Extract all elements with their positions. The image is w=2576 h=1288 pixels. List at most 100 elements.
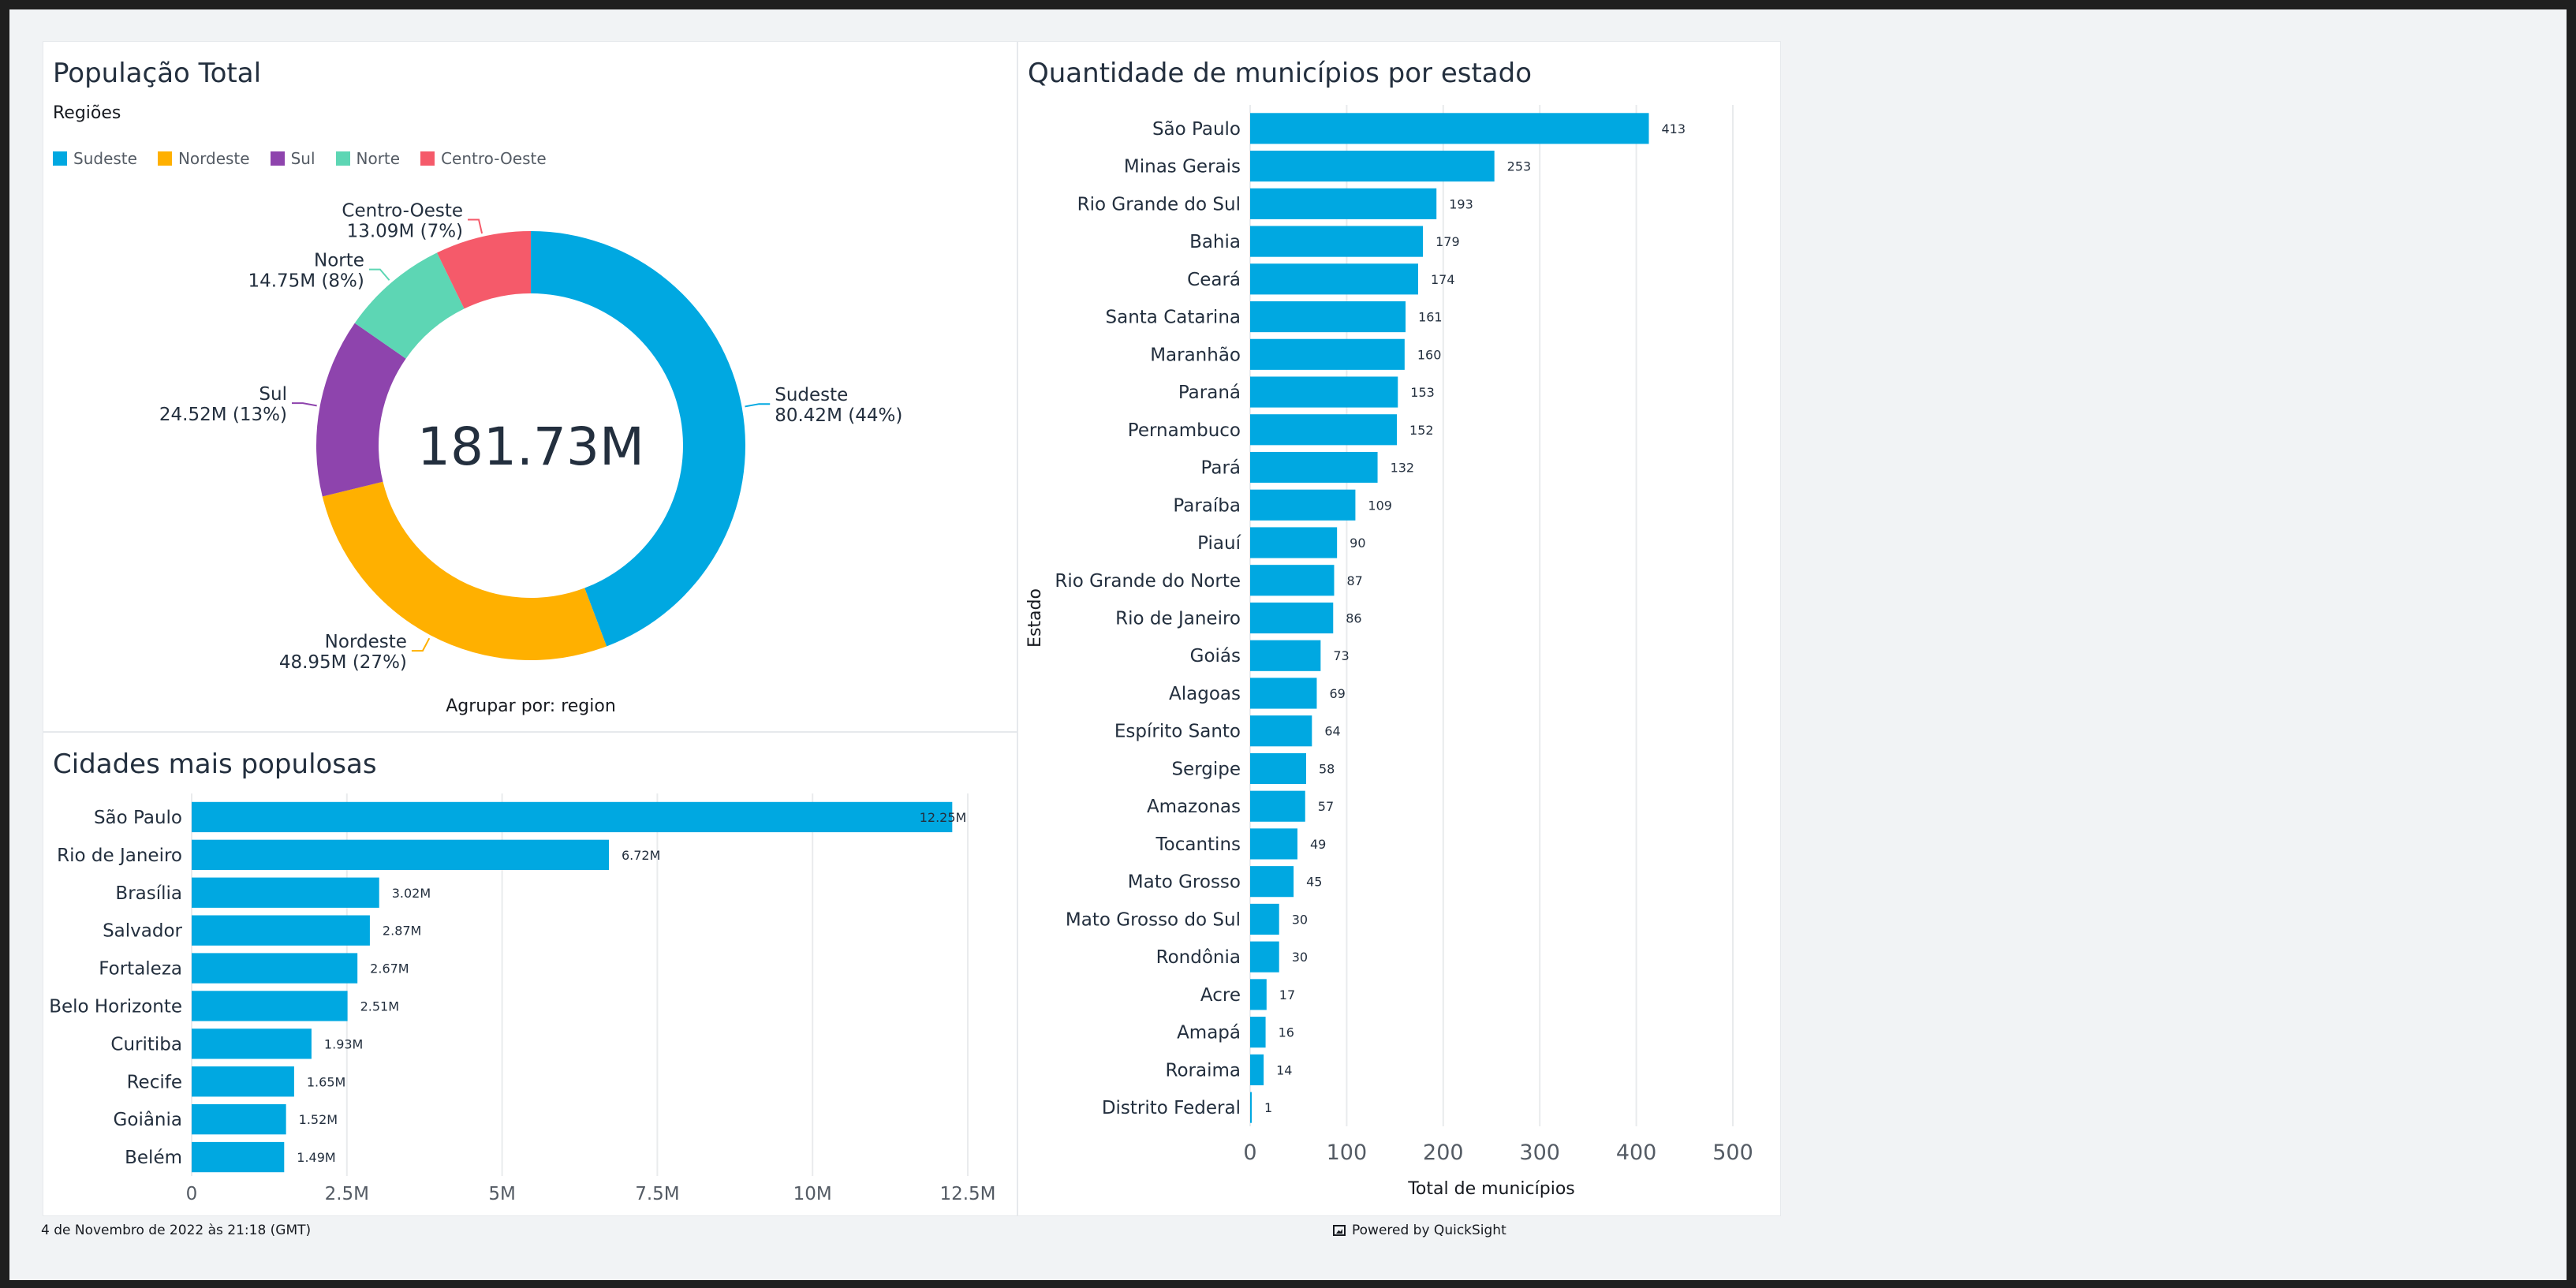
legend-item-centro-oeste[interactable]: Centro-Oeste	[420, 149, 547, 168]
bar-paraiba[interactable]	[1250, 489, 1356, 521]
value-label: 69	[1329, 686, 1345, 701]
donut-legend: Sudeste Nordeste Sul Norte Centro-Oeste	[53, 149, 547, 168]
category-label: Brasília	[115, 883, 182, 904]
category-label: Santa Catarina	[1106, 308, 1241, 328]
legend-title: Regiões	[53, 103, 121, 123]
value-label: 49	[1310, 837, 1326, 852]
donut-slice-value: 14.75M (8%)	[248, 271, 364, 292]
value-label: 30	[1292, 950, 1308, 965]
bar-amazonas[interactable]	[1250, 790, 1305, 822]
value-label: 152	[1409, 423, 1434, 438]
category-label: São Paulo	[1152, 119, 1241, 140]
donut-slice-norte[interactable]	[354, 252, 465, 359]
bar-tocantins[interactable]	[1250, 828, 1297, 860]
value-label: 2.51M	[360, 999, 399, 1014]
value-label: 179	[1435, 234, 1460, 249]
bar-distrito-federal[interactable]	[1250, 1092, 1252, 1123]
bar-piaui[interactable]	[1250, 527, 1338, 558]
bar-salvador[interactable]	[192, 915, 370, 946]
bar-santa-catarina[interactable]	[1250, 301, 1406, 333]
bar-goiania[interactable]	[192, 1103, 286, 1135]
bar-maranhao[interactable]	[1250, 338, 1405, 370]
value-label: 2.67M	[370, 961, 409, 976]
donut-slice-value: 24.52M (13%)	[159, 405, 287, 425]
value-label: 153	[1410, 385, 1435, 400]
donut-slice-sul[interactable]	[316, 323, 406, 497]
x-tick-label: 10M	[793, 1184, 832, 1204]
category-label: Rio Grande do Sul	[1077, 194, 1241, 215]
category-label: Belém	[125, 1148, 182, 1168]
x-tick-label: 400	[1616, 1141, 1657, 1165]
category-label: Distrito Federal	[1102, 1098, 1241, 1118]
donut-leader-line	[745, 403, 771, 408]
bar-rio-de-janeiro[interactable]	[192, 839, 609, 871]
powered-by[interactable]: Powered by QuickSight	[1333, 1223, 1506, 1238]
donut-slice-centro-oeste[interactable]	[437, 231, 531, 309]
category-label: Fortaleza	[99, 959, 182, 980]
donut-slice-sudeste[interactable]	[531, 231, 745, 647]
bar-acre[interactable]	[1250, 979, 1267, 1010]
bar-amapa[interactable]	[1250, 1017, 1266, 1048]
municipios-title: Quantidade de municípios por estado	[1028, 58, 1533, 89]
value-label: 1.93M	[324, 1036, 363, 1051]
value-label: 174	[1431, 272, 1455, 287]
value-label: 1.49M	[297, 1150, 335, 1165]
legend-item-norte[interactable]: Norte	[335, 149, 400, 168]
bar-espirito-santo[interactable]	[1250, 715, 1312, 747]
bar-mato-grosso[interactable]	[1250, 866, 1294, 898]
donut-slice-nordeste[interactable]	[322, 481, 607, 660]
bar-rio-grande-do-sul[interactable]	[1250, 188, 1437, 219]
bar-alagoas[interactable]	[1250, 678, 1317, 709]
bar-recife[interactable]	[192, 1066, 294, 1097]
value-label: 87	[1346, 573, 1362, 588]
bar-mato-grosso-do-sul[interactable]	[1250, 903, 1279, 935]
bar-sergipe[interactable]	[1250, 752, 1306, 785]
bar-belem[interactable]	[192, 1141, 285, 1173]
legend-swatch	[420, 151, 435, 166]
bar-sao-paulo[interactable]	[1250, 113, 1649, 144]
bar-ceara[interactable]	[1250, 263, 1418, 295]
donut-slice-value: 48.95M (27%)	[279, 652, 407, 673]
legend-item-nordeste[interactable]: Nordeste	[157, 149, 250, 168]
legend-item-sul[interactable]: Sul	[270, 149, 315, 168]
population-donut-panel[interactable]: População Total Regiões Sudeste Nordeste S…	[43, 41, 1017, 732]
bar-goias[interactable]	[1250, 640, 1321, 671]
x-tick-label: 100	[1327, 1141, 1368, 1165]
bar-pernambuco[interactable]	[1250, 414, 1398, 446]
bar-rondonia[interactable]	[1250, 941, 1279, 973]
category-label: Rondônia	[1156, 947, 1241, 968]
bar-rio-de-janeiro[interactable]	[1250, 602, 1334, 634]
category-label: Rio de Janeiro	[57, 846, 182, 866]
cities-bar-panel[interactable]: Cidades mais populosas 0 2.5M 5M 7.5M 10M 12.…	[43, 732, 1017, 1216]
donut-slice-label: Nordeste	[325, 632, 407, 652]
value-label: 3.02M	[392, 886, 431, 901]
donut-title: População Total	[53, 58, 262, 89]
x-tick-label: 5M	[488, 1184, 515, 1204]
bar-fortaleza[interactable]	[192, 953, 358, 984]
legend-swatch	[53, 151, 67, 166]
bar-rio-grande-do-norte[interactable]	[1250, 565, 1335, 596]
bar-para[interactable]	[1250, 451, 1378, 483]
legend-label: Centro-Oeste	[441, 149, 547, 168]
bar-brasilia[interactable]	[192, 877, 379, 908]
bar-parana[interactable]	[1250, 376, 1398, 408]
bar-bahia[interactable]	[1250, 226, 1424, 257]
municipios-bar-panel[interactable]: Quantidade de municípios por estado 0 100…	[1017, 41, 1781, 1216]
category-label: Piauí	[1197, 533, 1241, 554]
bar-curitiba[interactable]	[192, 1029, 312, 1059]
bar-roraima[interactable]	[1250, 1054, 1264, 1085]
value-label: 86	[1346, 611, 1361, 626]
legend-item-sudeste[interactable]: Sudeste	[53, 149, 137, 168]
bar-belo-horizonte[interactable]	[192, 991, 348, 1021]
value-label: 30	[1292, 912, 1308, 927]
x-tick-label: 0	[186, 1184, 198, 1204]
bar-sao-paulo[interactable]	[192, 801, 953, 833]
municipios-bar-chart[interactable]: 0 100 200 300 400 500 São Paulo 413 Minas Gerais…	[1018, 42, 1782, 1217]
value-label: 1	[1264, 1100, 1272, 1115]
category-label: Goiânia	[114, 1110, 182, 1130]
bar-minas-gerais[interactable]	[1250, 151, 1495, 182]
cities-bar-chart[interactable]: 0 2.5M 5M 7.5M 10M 12.5M São Paulo 12.25M Rio de…	[43, 733, 1018, 1217]
donut-slice-label: Centro-Oeste	[342, 200, 463, 221]
cities-title: Cidades mais populosas	[53, 749, 377, 780]
